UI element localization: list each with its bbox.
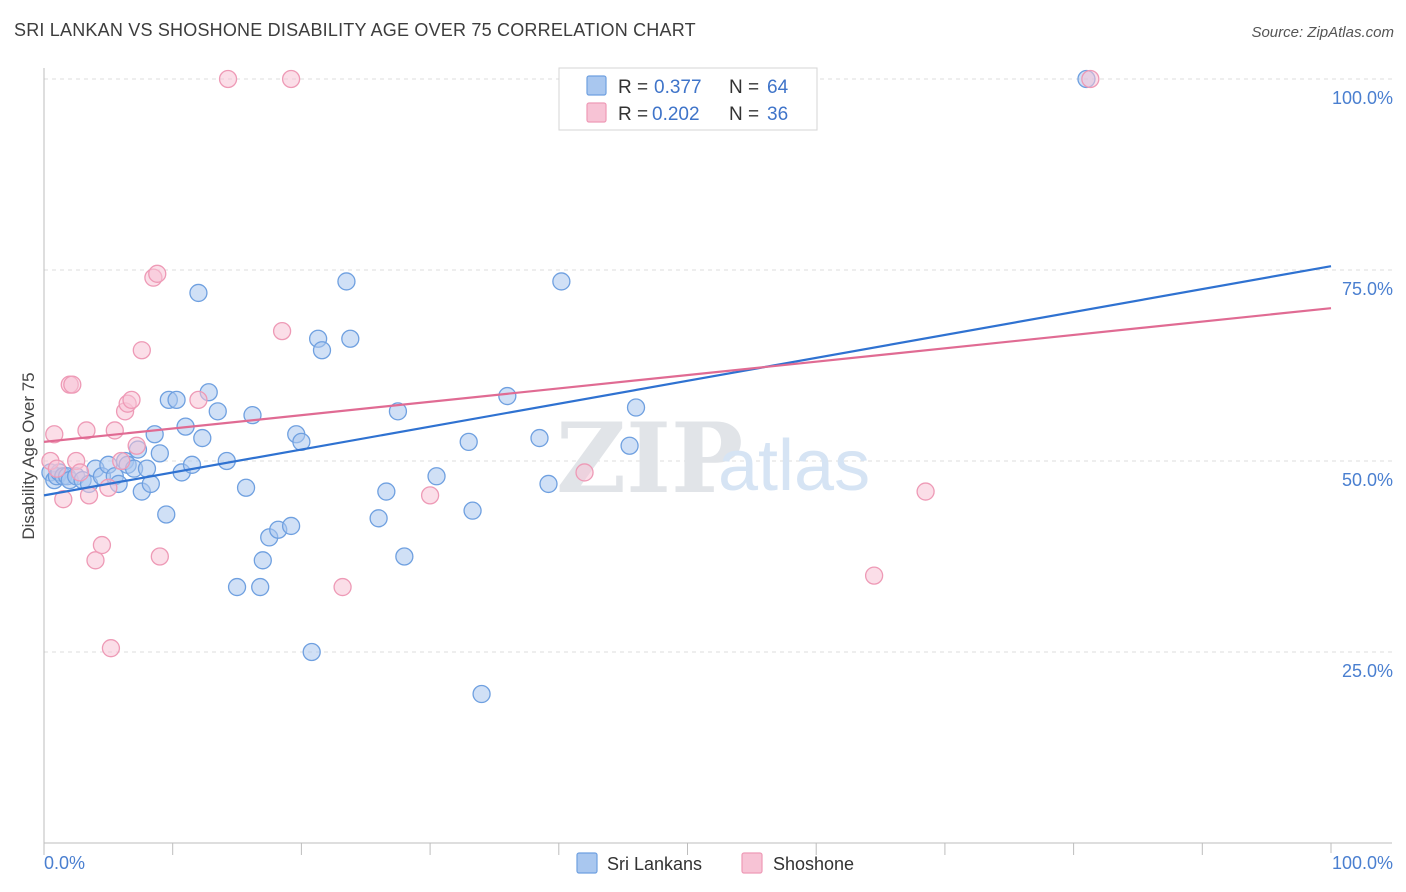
legend-r-label-1: R = (618, 77, 648, 98)
trend-line-shoshone (43, 307, 1332, 443)
legend-n-value-1: 64 (767, 77, 789, 98)
point-shoshone (420, 486, 440, 505)
point-shoshone (86, 551, 105, 570)
point-sri-lankans (620, 436, 639, 455)
source-credit: Source: ZipAtlas.com (1251, 24, 1394, 41)
point-sri-lankans (530, 428, 549, 448)
point-shoshone (575, 463, 594, 482)
point-sri-lankans (377, 482, 396, 501)
point-sri-lankans (459, 432, 478, 452)
y-axis-label: Disability Age Over 75 (19, 372, 38, 539)
legend-n-label-1: N = (729, 77, 759, 98)
point-shoshone (218, 69, 238, 89)
point-sri-lankans (281, 516, 301, 536)
gridlines (44, 78, 1392, 653)
point-sri-lankans (150, 444, 169, 463)
x-tick-label-max: 100.0% (1332, 853, 1393, 873)
y-tick-labels: 25.0% 50.0% 75.0% 100.0% (1332, 88, 1393, 681)
point-shoshone (127, 436, 146, 455)
point-shoshone (132, 341, 151, 360)
point-shoshone (47, 459, 67, 478)
legend-n-value-2: 36 (767, 104, 788, 125)
y-tick-label: 100.0% (1332, 88, 1393, 108)
point-sri-lankans (369, 509, 388, 528)
point-sri-lankans (337, 272, 356, 291)
point-shoshone (101, 639, 121, 658)
point-shoshone (281, 69, 301, 89)
point-sri-lankans (463, 501, 482, 520)
point-sri-lankans (626, 398, 646, 417)
legend-r-label-2: R = (618, 104, 648, 125)
point-shoshone (333, 577, 352, 597)
point-sri-lankans (427, 467, 446, 486)
point-shoshone (916, 482, 935, 501)
trend-lines (43, 265, 1332, 497)
trend-line-sri-lankans (43, 265, 1332, 497)
point-shoshone (864, 566, 884, 585)
point-sri-lankans (236, 478, 256, 497)
legend-r-value-1: 0.377 (654, 77, 702, 98)
point-shoshone (63, 375, 82, 394)
series-legend: Sri Lankans Shoshone (576, 852, 854, 874)
x-tick-label-min: 0.0% (44, 853, 85, 873)
point-shoshone (92, 535, 112, 555)
point-sri-lankans (137, 459, 157, 478)
series-legend-swatch-shoshone (741, 852, 763, 874)
series-shoshone (41, 69, 1100, 658)
point-sri-lankans (145, 425, 164, 444)
point-sri-lankans (498, 386, 517, 406)
y-tick-label: 50.0% (1342, 470, 1393, 490)
point-sri-lankans (388, 402, 408, 421)
point-shoshone (148, 264, 167, 283)
point-sri-lankans (312, 341, 332, 360)
point-shoshone (70, 463, 90, 482)
point-sri-lankans (472, 684, 491, 704)
point-shoshone (1081, 69, 1100, 89)
point-shoshone (272, 321, 292, 341)
point-shoshone (112, 451, 131, 471)
series-legend-label-sri-lankans: Sri Lankans (607, 854, 702, 874)
chart-title: SRI LANKAN VS SHOSHONE DISABILITY AGE OV… (14, 20, 696, 40)
point-shoshone (77, 421, 96, 440)
y-tick-label: 25.0% (1342, 661, 1393, 681)
y-tick-label: 75.0% (1342, 279, 1393, 299)
point-shoshone (105, 421, 124, 440)
watermark-atlas: atlas (718, 426, 870, 506)
correlation-legend: R = 0.377 N = 64 R = 0.202 N = 36 (558, 67, 818, 131)
point-sri-lankans (302, 642, 321, 662)
point-sri-lankans (227, 577, 247, 597)
point-sri-lankans (395, 547, 414, 566)
point-sri-lankans (157, 505, 176, 524)
point-sri-lankans (253, 551, 272, 570)
point-sri-lankans (193, 428, 212, 448)
point-sri-lankans (341, 329, 360, 348)
point-sri-lankans (539, 474, 558, 494)
point-sri-lankans (552, 272, 571, 291)
legend-swatch-blue (586, 75, 607, 96)
point-shoshone (189, 390, 208, 410)
series-legend-label-shoshone: Shoshone (773, 854, 854, 874)
point-shoshone (45, 425, 64, 444)
point-sri-lankans (251, 577, 270, 597)
point-shoshone (150, 547, 169, 566)
legend-swatch-pink (586, 102, 607, 123)
watermark: ZIP atlas (556, 402, 870, 515)
point-sri-lankans (167, 390, 186, 410)
series-legend-swatch-sri-lankans (576, 852, 598, 874)
point-sri-lankans (208, 402, 227, 421)
legend-n-label-2: N = (729, 104, 759, 125)
legend-r-value-2: 0.202 (652, 104, 700, 125)
point-shoshone (54, 490, 73, 509)
watermark-zip: ZIP (556, 402, 743, 515)
point-shoshone (122, 390, 141, 410)
point-sri-lankans (189, 283, 208, 303)
